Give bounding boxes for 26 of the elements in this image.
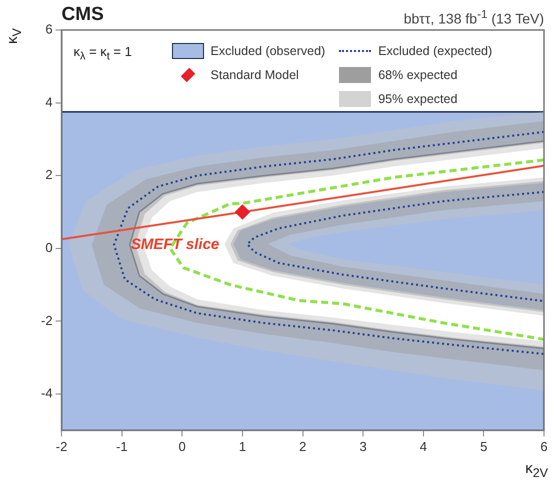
x-axis-title: κ$_{2V}$ — [525, 460, 548, 480]
x-tick-label: 1 — [238, 438, 246, 454]
y-tick-label: -2 — [40, 312, 53, 328]
annotation: κ$_{λ}$ = κ$_{t}$ = 1 — [74, 44, 132, 63]
annotation: SMEFT slice — [130, 236, 220, 253]
x-tick-label: 3 — [359, 438, 367, 454]
chart-title: CMS — [62, 4, 104, 26]
legend-label: Excluded (expected) — [378, 44, 492, 58]
x-tick-label: -1 — [116, 438, 128, 454]
y-tick-label: -4 — [40, 386, 53, 401]
x-tick-label: 4 — [420, 438, 428, 454]
y-tick-label: 2 — [45, 167, 53, 182]
chart-subtitle: bbττ, 138 fb$^{-1}$ (13 TeV) — [404, 8, 544, 27]
line-series — [246, 190, 544, 302]
x-tick-label: 6 — [540, 438, 548, 454]
legend-label: 95% expected — [378, 92, 458, 106]
legend-label: Standard Model — [210, 68, 299, 82]
legend-label: Excluded (observed) — [210, 44, 326, 58]
y-tick-label: 4 — [45, 94, 53, 110]
legend-label: 68% expected — [378, 68, 458, 82]
x-tick-label: 0 — [178, 438, 186, 454]
y-tick-label: 0 — [45, 240, 53, 255]
x-tick-label: 2 — [299, 438, 306, 454]
x-tick-label: 5 — [480, 438, 488, 454]
x-tick-label: -2 — [56, 438, 68, 454]
y-tick-label: 6 — [45, 22, 53, 37]
